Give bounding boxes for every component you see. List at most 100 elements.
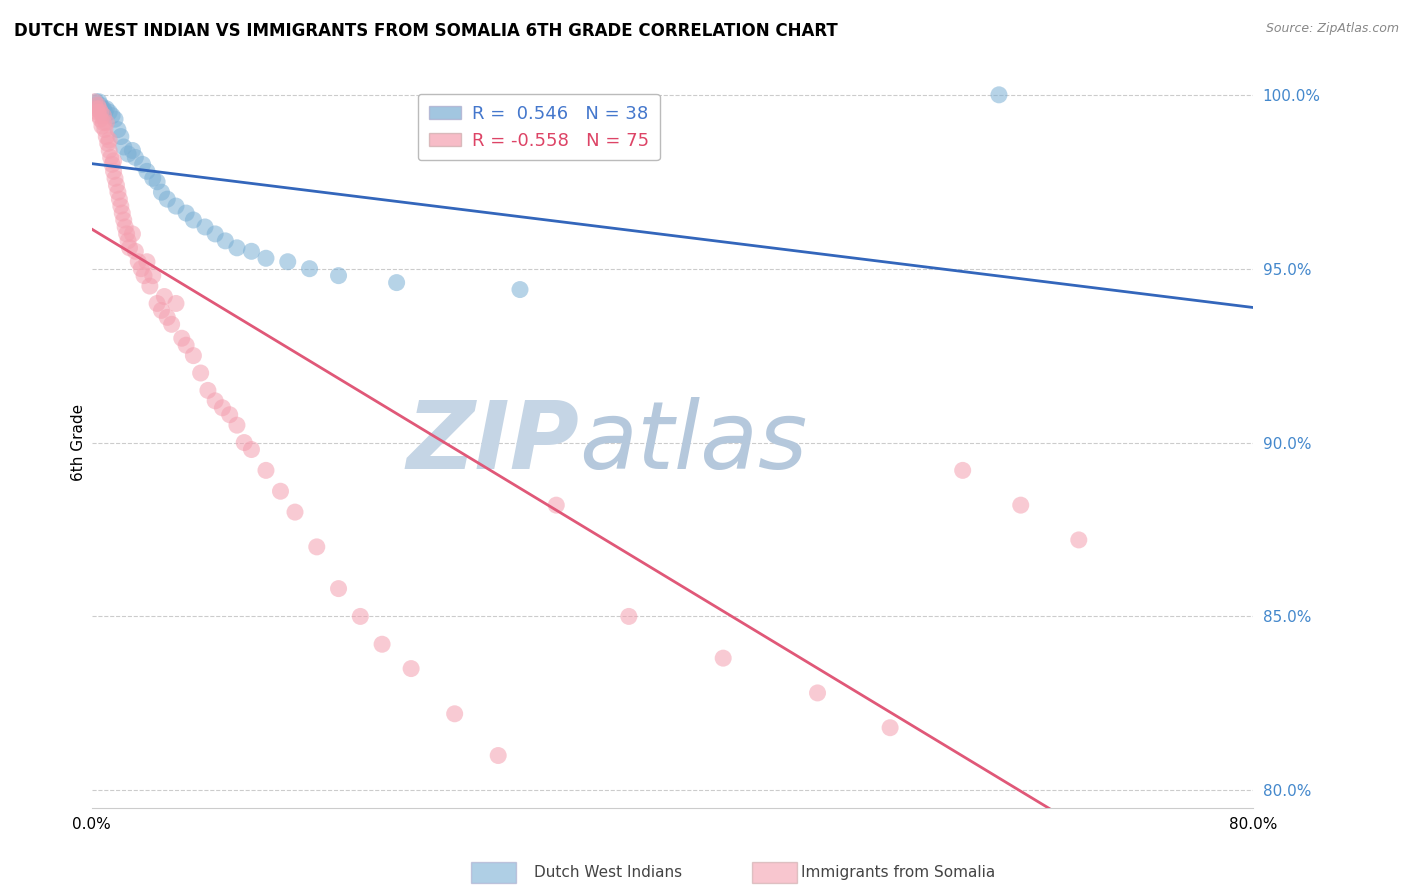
Point — [156, 310, 179, 325]
Point — [91, 119, 114, 133]
Point — [121, 144, 143, 158]
Point — [142, 268, 165, 283]
Point — [114, 219, 136, 234]
Point — [93, 102, 115, 116]
Point — [385, 276, 408, 290]
Point — [174, 338, 197, 352]
Point — [486, 748, 509, 763]
Point — [94, 122, 117, 136]
Point — [254, 252, 277, 266]
Point — [107, 122, 129, 136]
Point — [194, 219, 217, 234]
Point — [150, 185, 173, 199]
Point — [131, 157, 153, 171]
Point — [218, 408, 240, 422]
Point — [89, 112, 111, 127]
Point — [988, 87, 1011, 102]
Point — [91, 102, 114, 116]
Point — [87, 95, 110, 109]
Point — [1067, 533, 1090, 547]
Point — [136, 254, 159, 268]
Point — [349, 609, 371, 624]
Point — [204, 227, 226, 241]
Point — [150, 303, 173, 318]
Point — [214, 234, 236, 248]
Point — [269, 484, 291, 499]
Point — [952, 463, 974, 477]
Point — [132, 268, 155, 283]
Point — [197, 384, 219, 398]
Point — [104, 171, 127, 186]
Point — [328, 268, 350, 283]
Point — [117, 147, 139, 161]
Point — [101, 109, 124, 123]
Point — [93, 115, 115, 129]
Point — [129, 261, 152, 276]
Point — [83, 95, 105, 109]
Point — [124, 244, 146, 259]
Point — [84, 95, 107, 109]
Point — [240, 442, 263, 457]
Point — [84, 102, 107, 116]
Point — [112, 213, 135, 227]
Point — [546, 498, 568, 512]
Point — [254, 463, 277, 477]
Point — [211, 401, 233, 415]
Point — [399, 662, 422, 676]
Point — [108, 192, 131, 206]
Point — [153, 289, 176, 303]
Point — [146, 296, 169, 310]
Point — [103, 153, 125, 168]
Point — [103, 164, 125, 178]
Point — [94, 105, 117, 120]
Point — [204, 393, 226, 408]
Point — [139, 279, 162, 293]
Point — [124, 150, 146, 164]
Point — [284, 505, 307, 519]
Point — [112, 140, 135, 154]
Text: Immigrants from Somalia: Immigrants from Somalia — [801, 865, 995, 880]
Text: Source: ZipAtlas.com: Source: ZipAtlas.com — [1265, 22, 1399, 36]
Point — [226, 241, 249, 255]
Point — [371, 637, 394, 651]
Point — [190, 366, 212, 380]
Point — [115, 227, 138, 241]
Point — [98, 105, 121, 120]
Point — [101, 157, 124, 171]
Point — [226, 418, 249, 433]
Y-axis label: 6th Grade: 6th Grade — [72, 404, 86, 481]
Point — [443, 706, 465, 721]
Point — [879, 721, 901, 735]
Point — [117, 234, 139, 248]
Text: ZIP: ZIP — [406, 397, 579, 489]
Point — [107, 185, 129, 199]
Point — [89, 98, 111, 112]
Point — [96, 102, 118, 116]
Point — [87, 109, 110, 123]
Text: Dutch West Indians: Dutch West Indians — [534, 865, 682, 880]
Point — [100, 150, 122, 164]
Point — [170, 331, 193, 345]
Point — [142, 171, 165, 186]
Point — [146, 175, 169, 189]
Point — [105, 178, 128, 193]
Point — [298, 261, 321, 276]
Point — [86, 98, 108, 112]
Point — [98, 133, 121, 147]
Point — [183, 213, 205, 227]
Point — [165, 296, 187, 310]
Point — [328, 582, 350, 596]
Point — [183, 349, 205, 363]
Point — [111, 206, 134, 220]
Point — [509, 283, 531, 297]
Point — [156, 192, 179, 206]
Point — [240, 244, 263, 259]
Point — [233, 435, 256, 450]
Point — [96, 115, 118, 129]
Text: DUTCH WEST INDIAN VS IMMIGRANTS FROM SOMALIA 6TH GRADE CORRELATION CHART: DUTCH WEST INDIAN VS IMMIGRANTS FROM SOM… — [14, 22, 838, 40]
Point — [97, 136, 120, 151]
Legend: R =  0.546   N = 38, R = -0.558   N = 75: R = 0.546 N = 38, R = -0.558 N = 75 — [418, 94, 659, 161]
Point — [118, 241, 141, 255]
Point — [617, 609, 640, 624]
Point — [277, 254, 299, 268]
